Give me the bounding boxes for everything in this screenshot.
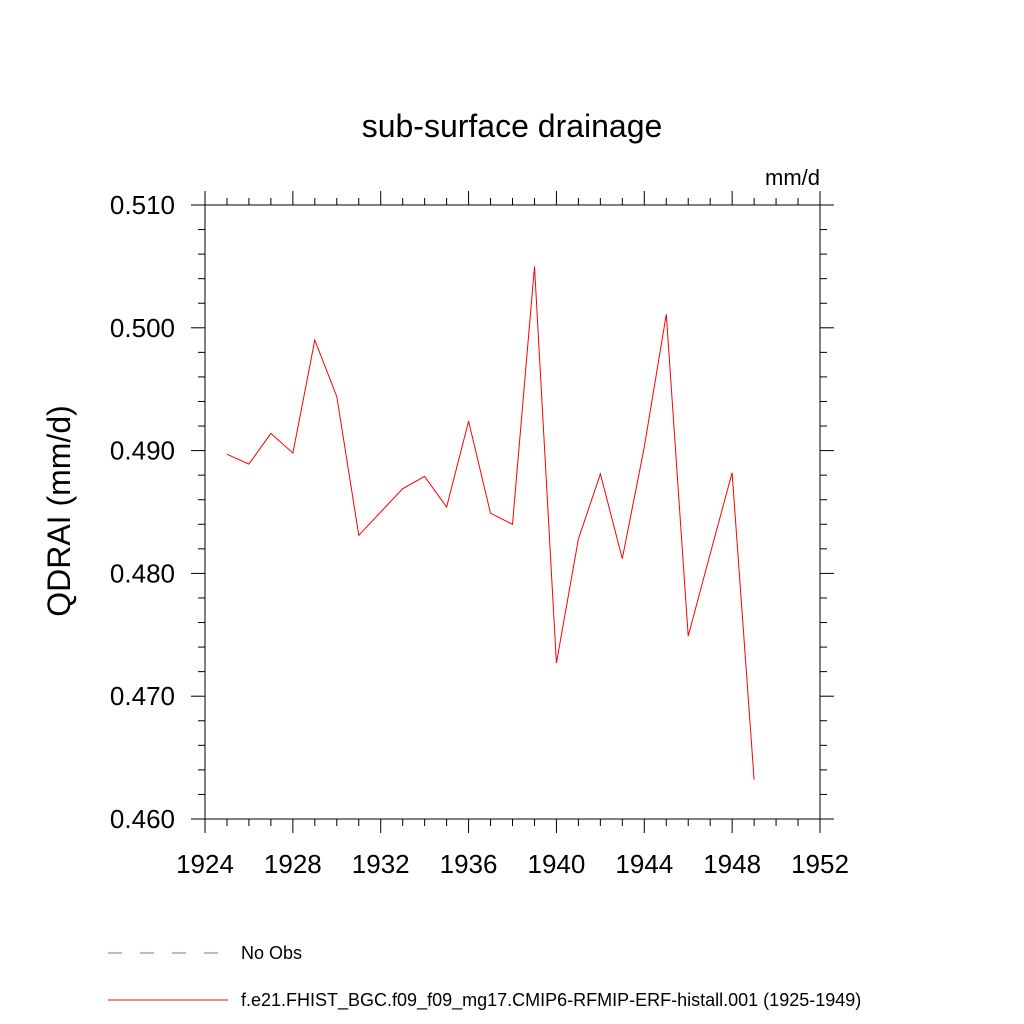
legend: No Obs f.e21.FHIST_BGC.f09_f09_mg17.CMIP6… xyxy=(108,943,861,1011)
x-tick-label: 1944 xyxy=(615,849,673,879)
plot-frame xyxy=(204,204,821,820)
y-axis-label: QDRAI (mm/d) xyxy=(41,405,77,617)
y-tick-label: 0.470 xyxy=(110,681,175,711)
x-tick-label: 1928 xyxy=(264,849,322,879)
y-tick-label: 0.480 xyxy=(110,558,175,588)
series-line-1 xyxy=(226,266,755,780)
tick-labels: 1924 1928 1932 1936 1940 1944 1948 1952 0.460 0.4… xyxy=(110,190,849,879)
x-tick-label: 1948 xyxy=(703,849,761,879)
y-tick-label: 0.500 xyxy=(110,313,175,343)
x-tick-label: 1940 xyxy=(528,849,586,879)
x-tick-label: 1936 xyxy=(440,849,498,879)
legend-label-1: f.e21.FHIST_BGC.f09_f09_mg17.CMIP6-RFMIP… xyxy=(241,990,861,1011)
x-tick-label: 1924 xyxy=(176,849,234,879)
y-tick-label: 0.490 xyxy=(110,436,175,466)
units-label: mm/d xyxy=(765,165,820,190)
series-lines xyxy=(226,266,755,780)
y-tick-label: 0.460 xyxy=(110,804,175,834)
axis-ticks xyxy=(191,191,834,833)
chart-title: sub-surface drainage xyxy=(362,108,663,144)
x-tick-label: 1952 xyxy=(791,849,849,879)
y-tick-label: 0.510 xyxy=(110,190,175,220)
legend-label-0: No Obs xyxy=(241,943,302,963)
x-tick-label: 1932 xyxy=(352,849,410,879)
